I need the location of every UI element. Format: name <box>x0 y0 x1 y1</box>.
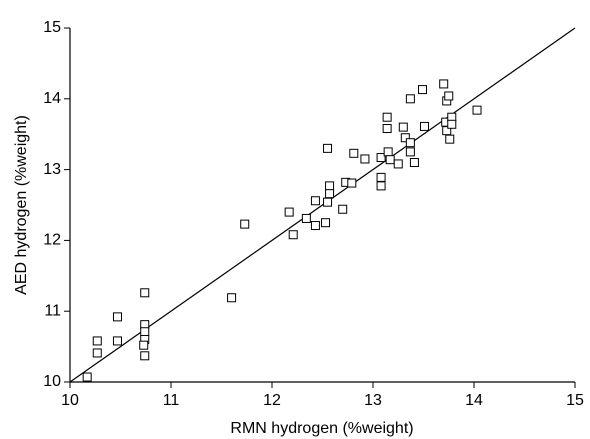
x-tick-label: 15 <box>566 392 584 409</box>
point <box>349 148 359 158</box>
x-tick-label: 10 <box>61 392 79 409</box>
point <box>112 336 122 346</box>
point <box>400 133 410 143</box>
x-axis-label: RMN hydrogen (%weight) <box>230 420 413 437</box>
y-tick-label: 15 <box>43 19 61 36</box>
point <box>447 119 457 129</box>
point <box>112 312 122 322</box>
point <box>82 372 92 382</box>
reference-line <box>69 27 576 383</box>
point <box>240 219 250 229</box>
point <box>140 327 150 337</box>
point <box>227 293 237 303</box>
point <box>420 121 430 131</box>
y-tick-label: 13 <box>43 161 61 178</box>
point <box>360 154 370 164</box>
point <box>310 196 320 206</box>
point <box>405 147 415 157</box>
point <box>310 221 320 231</box>
point <box>409 158 419 168</box>
point <box>325 181 335 191</box>
point <box>398 122 408 132</box>
point <box>92 336 102 346</box>
y-tick-label: 10 <box>43 373 61 390</box>
point <box>376 153 386 163</box>
point <box>284 207 294 217</box>
point <box>140 351 150 361</box>
point <box>301 213 311 223</box>
point <box>338 204 348 214</box>
point <box>382 112 392 122</box>
y-axis-label: AED hydrogen (%weight) <box>13 115 30 295</box>
point <box>444 91 454 101</box>
point <box>325 189 335 199</box>
point <box>472 105 482 115</box>
point <box>140 288 150 298</box>
y-tick-label: 14 <box>43 90 61 107</box>
point <box>383 147 393 157</box>
point <box>288 230 298 240</box>
x-tick-label: 11 <box>163 392 180 409</box>
y-tick-label: 11 <box>44 302 61 319</box>
point <box>405 138 415 148</box>
point <box>323 143 333 153</box>
point <box>417 85 427 95</box>
point <box>382 124 392 134</box>
point <box>393 159 403 169</box>
point <box>347 178 357 188</box>
point <box>321 218 331 228</box>
point <box>376 181 386 191</box>
x-tick-label: 12 <box>263 392 281 409</box>
y-tick-label: 12 <box>43 232 61 249</box>
point <box>376 172 386 182</box>
point <box>92 348 102 358</box>
point <box>439 79 449 89</box>
point <box>405 94 415 104</box>
point <box>385 155 395 165</box>
x-tick-label: 13 <box>364 392 382 409</box>
x-tick-label: 14 <box>465 392 483 409</box>
point <box>445 134 455 144</box>
point <box>139 340 149 350</box>
point <box>323 197 333 207</box>
